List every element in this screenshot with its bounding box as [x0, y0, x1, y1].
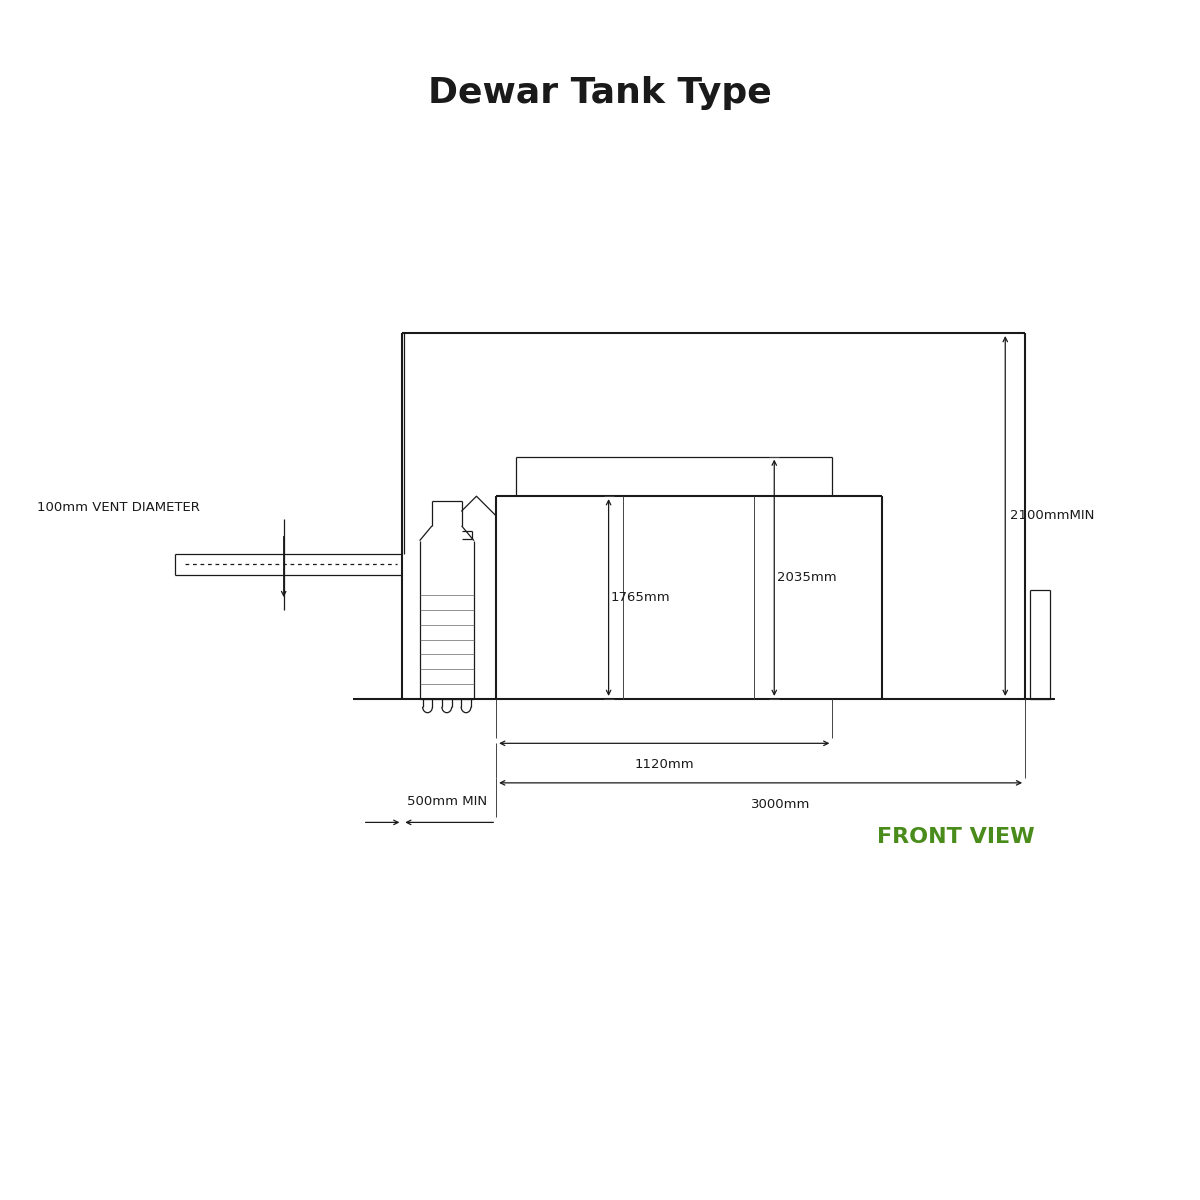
- Text: 500mm MIN: 500mm MIN: [407, 794, 487, 808]
- Text: 2100mmMIN: 2100mmMIN: [1010, 510, 1094, 522]
- Text: 1765mm: 1765mm: [611, 592, 671, 604]
- Text: 1120mm: 1120mm: [635, 758, 694, 772]
- Text: Dewar Tank Type: Dewar Tank Type: [428, 76, 772, 110]
- Text: 2035mm: 2035mm: [778, 571, 836, 584]
- Text: 100mm VENT DIAMETER: 100mm VENT DIAMETER: [36, 502, 199, 514]
- Text: 3000mm: 3000mm: [751, 798, 810, 811]
- Text: FRONT VIEW: FRONT VIEW: [877, 827, 1034, 847]
